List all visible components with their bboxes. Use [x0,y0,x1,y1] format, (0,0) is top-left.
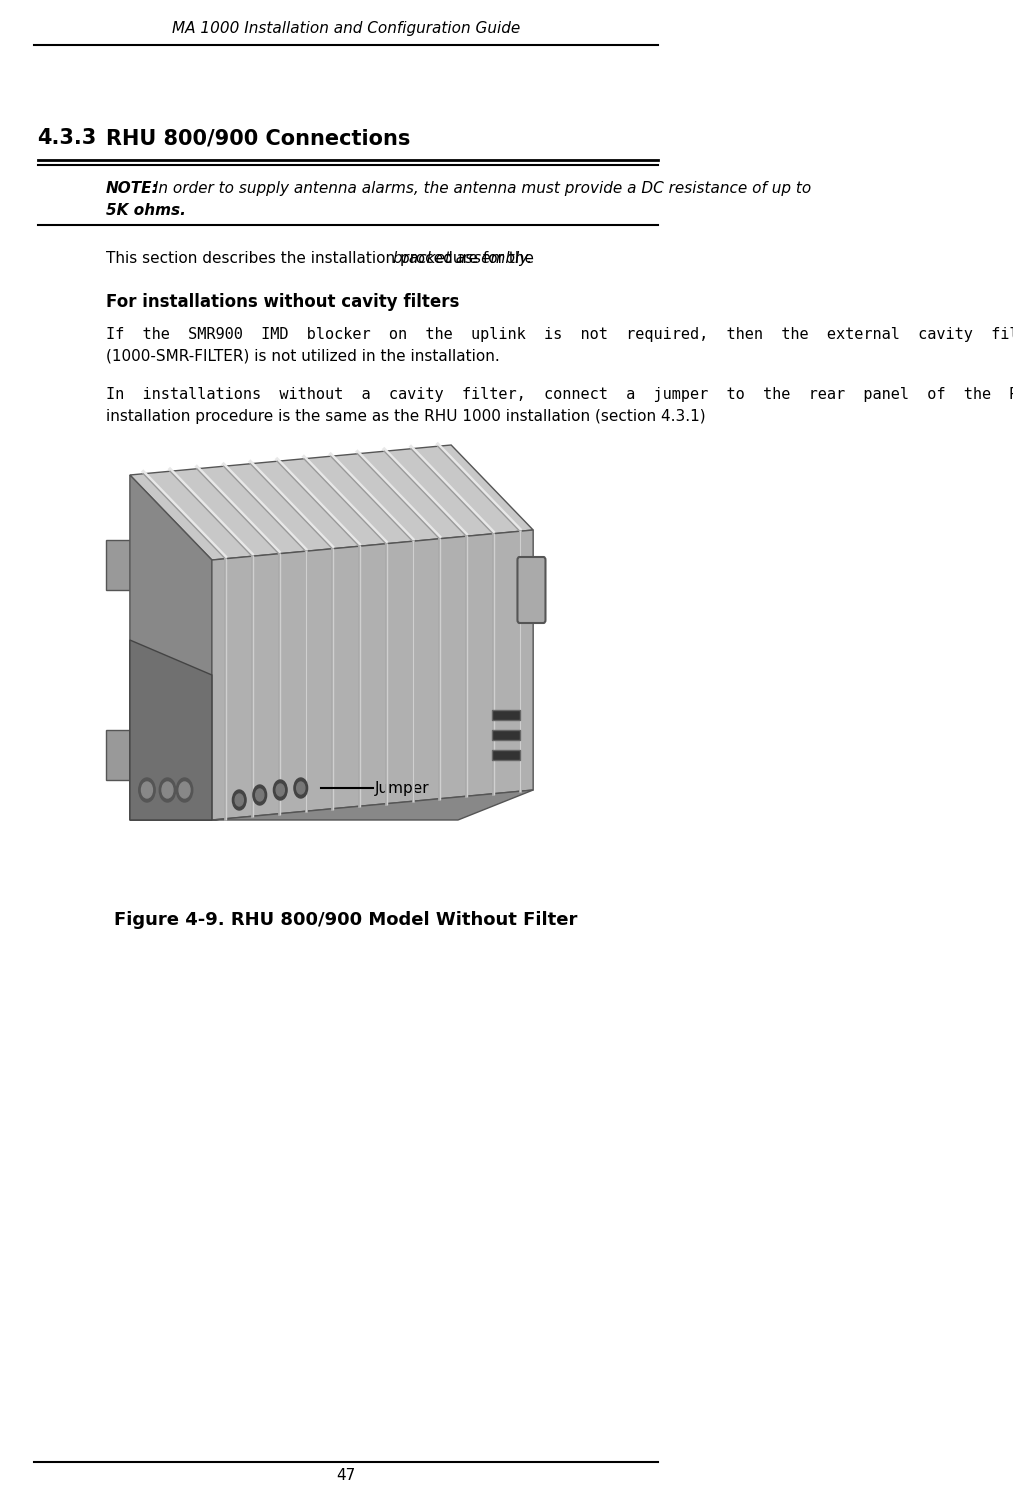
Polygon shape [130,475,212,820]
Circle shape [253,785,266,805]
Text: If  the  SMR900  IMD  blocker  on  the  uplink  is  not  required,  then  the  e: If the SMR900 IMD blocker on the uplink … [106,326,1013,341]
Text: In  installations  without  a  cavity  filter,  connect  a  jumper  to  the  rea: In installations without a cavity filter… [106,386,1013,401]
Text: For installations without cavity filters: For installations without cavity filters [106,294,459,311]
Text: RHU 800/900 Connections: RHU 800/900 Connections [106,128,410,148]
Bar [492,749,520,760]
Text: installation procedure is the same as the RHU 1000 installation (section 4.3.1): installation procedure is the same as th… [106,408,706,423]
Circle shape [294,778,308,799]
Text: Figure 4-9. RHU 800/900 Model Without Filter: Figure 4-9. RHU 800/900 Model Without Fi… [114,910,577,928]
Polygon shape [106,730,134,779]
Text: MA 1000 Installation and Configuration Guide: MA 1000 Installation and Configuration G… [172,21,520,36]
Polygon shape [130,446,533,560]
Circle shape [277,784,285,796]
Bar [492,730,520,741]
Circle shape [232,790,246,811]
FancyBboxPatch shape [518,557,545,623]
Text: 5K ohms.: 5K ohms. [106,203,185,218]
Circle shape [162,782,173,799]
Text: Jumper: Jumper [375,781,430,796]
Circle shape [159,778,175,802]
Circle shape [297,782,305,794]
Text: 4.3.3: 4.3.3 [37,128,97,148]
Polygon shape [106,539,134,590]
Text: bracket assembly.: bracket assembly. [393,250,532,265]
Text: 47: 47 [336,1469,356,1484]
Polygon shape [130,641,212,820]
Circle shape [255,790,263,802]
Circle shape [176,778,192,802]
Circle shape [274,779,287,800]
Polygon shape [212,530,533,820]
Circle shape [235,794,243,806]
Text: NOTE:: NOTE: [106,180,159,195]
Text: This section describes the installation procedure for the: This section describes the installation … [106,250,539,265]
Text: In order to supply antenna alarms, the antenna must provide a DC resistance of u: In order to supply antenna alarms, the a… [149,180,811,195]
Circle shape [139,778,155,802]
Bar [492,711,520,720]
Circle shape [179,782,190,799]
Circle shape [142,782,152,799]
Polygon shape [130,790,533,820]
Text: (1000-SMR-FILTER) is not utilized in the installation.: (1000-SMR-FILTER) is not utilized in the… [106,349,499,364]
